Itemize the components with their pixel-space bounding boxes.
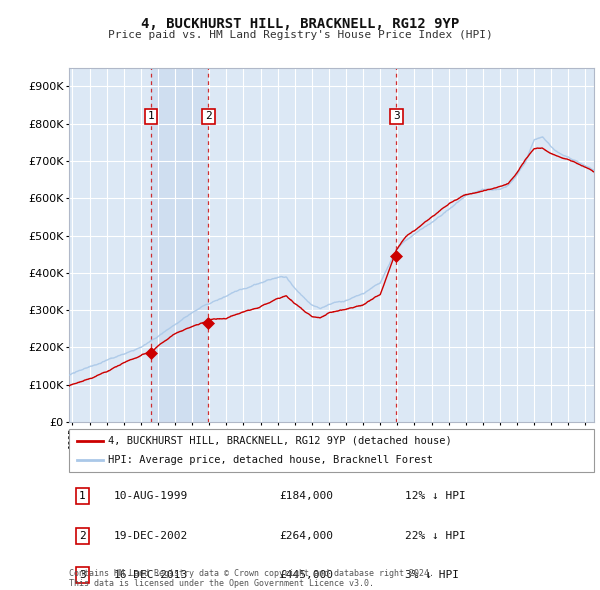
Text: 16-DEC-2013: 16-DEC-2013 [113, 571, 188, 580]
Text: £264,000: £264,000 [279, 531, 333, 540]
Text: 1: 1 [148, 112, 154, 122]
Text: 22% ↓ HPI: 22% ↓ HPI [405, 531, 466, 540]
Text: 10-AUG-1999: 10-AUG-1999 [113, 491, 188, 501]
Text: 3: 3 [393, 112, 400, 122]
Text: Contains HM Land Registry data © Crown copyright and database right 2024.
This d: Contains HM Land Registry data © Crown c… [69, 569, 434, 588]
Text: 2: 2 [79, 531, 86, 540]
Text: Price paid vs. HM Land Registry's House Price Index (HPI): Price paid vs. HM Land Registry's House … [107, 30, 493, 40]
Text: 12% ↓ HPI: 12% ↓ HPI [405, 491, 466, 501]
Bar [151, 68, 208, 422]
Text: 1: 1 [79, 491, 86, 501]
Text: £184,000: £184,000 [279, 491, 333, 501]
Text: HPI: Average price, detached house, Bracknell Forest: HPI: Average price, detached house, Brac… [109, 455, 433, 465]
Text: 4, BUCKHURST HILL, BRACKNELL, RG12 9YP: 4, BUCKHURST HILL, BRACKNELL, RG12 9YP [141, 17, 459, 31]
Text: 4, BUCKHURST HILL, BRACKNELL, RG12 9YP (detached house): 4, BUCKHURST HILL, BRACKNELL, RG12 9YP (… [109, 436, 452, 446]
FancyBboxPatch shape [69, 429, 594, 472]
Text: 3% ↓ HPI: 3% ↓ HPI [405, 571, 459, 580]
Text: £445,000: £445,000 [279, 571, 333, 580]
Text: 19-DEC-2002: 19-DEC-2002 [113, 531, 188, 540]
Text: 3: 3 [79, 571, 86, 580]
Text: 2: 2 [205, 112, 212, 122]
